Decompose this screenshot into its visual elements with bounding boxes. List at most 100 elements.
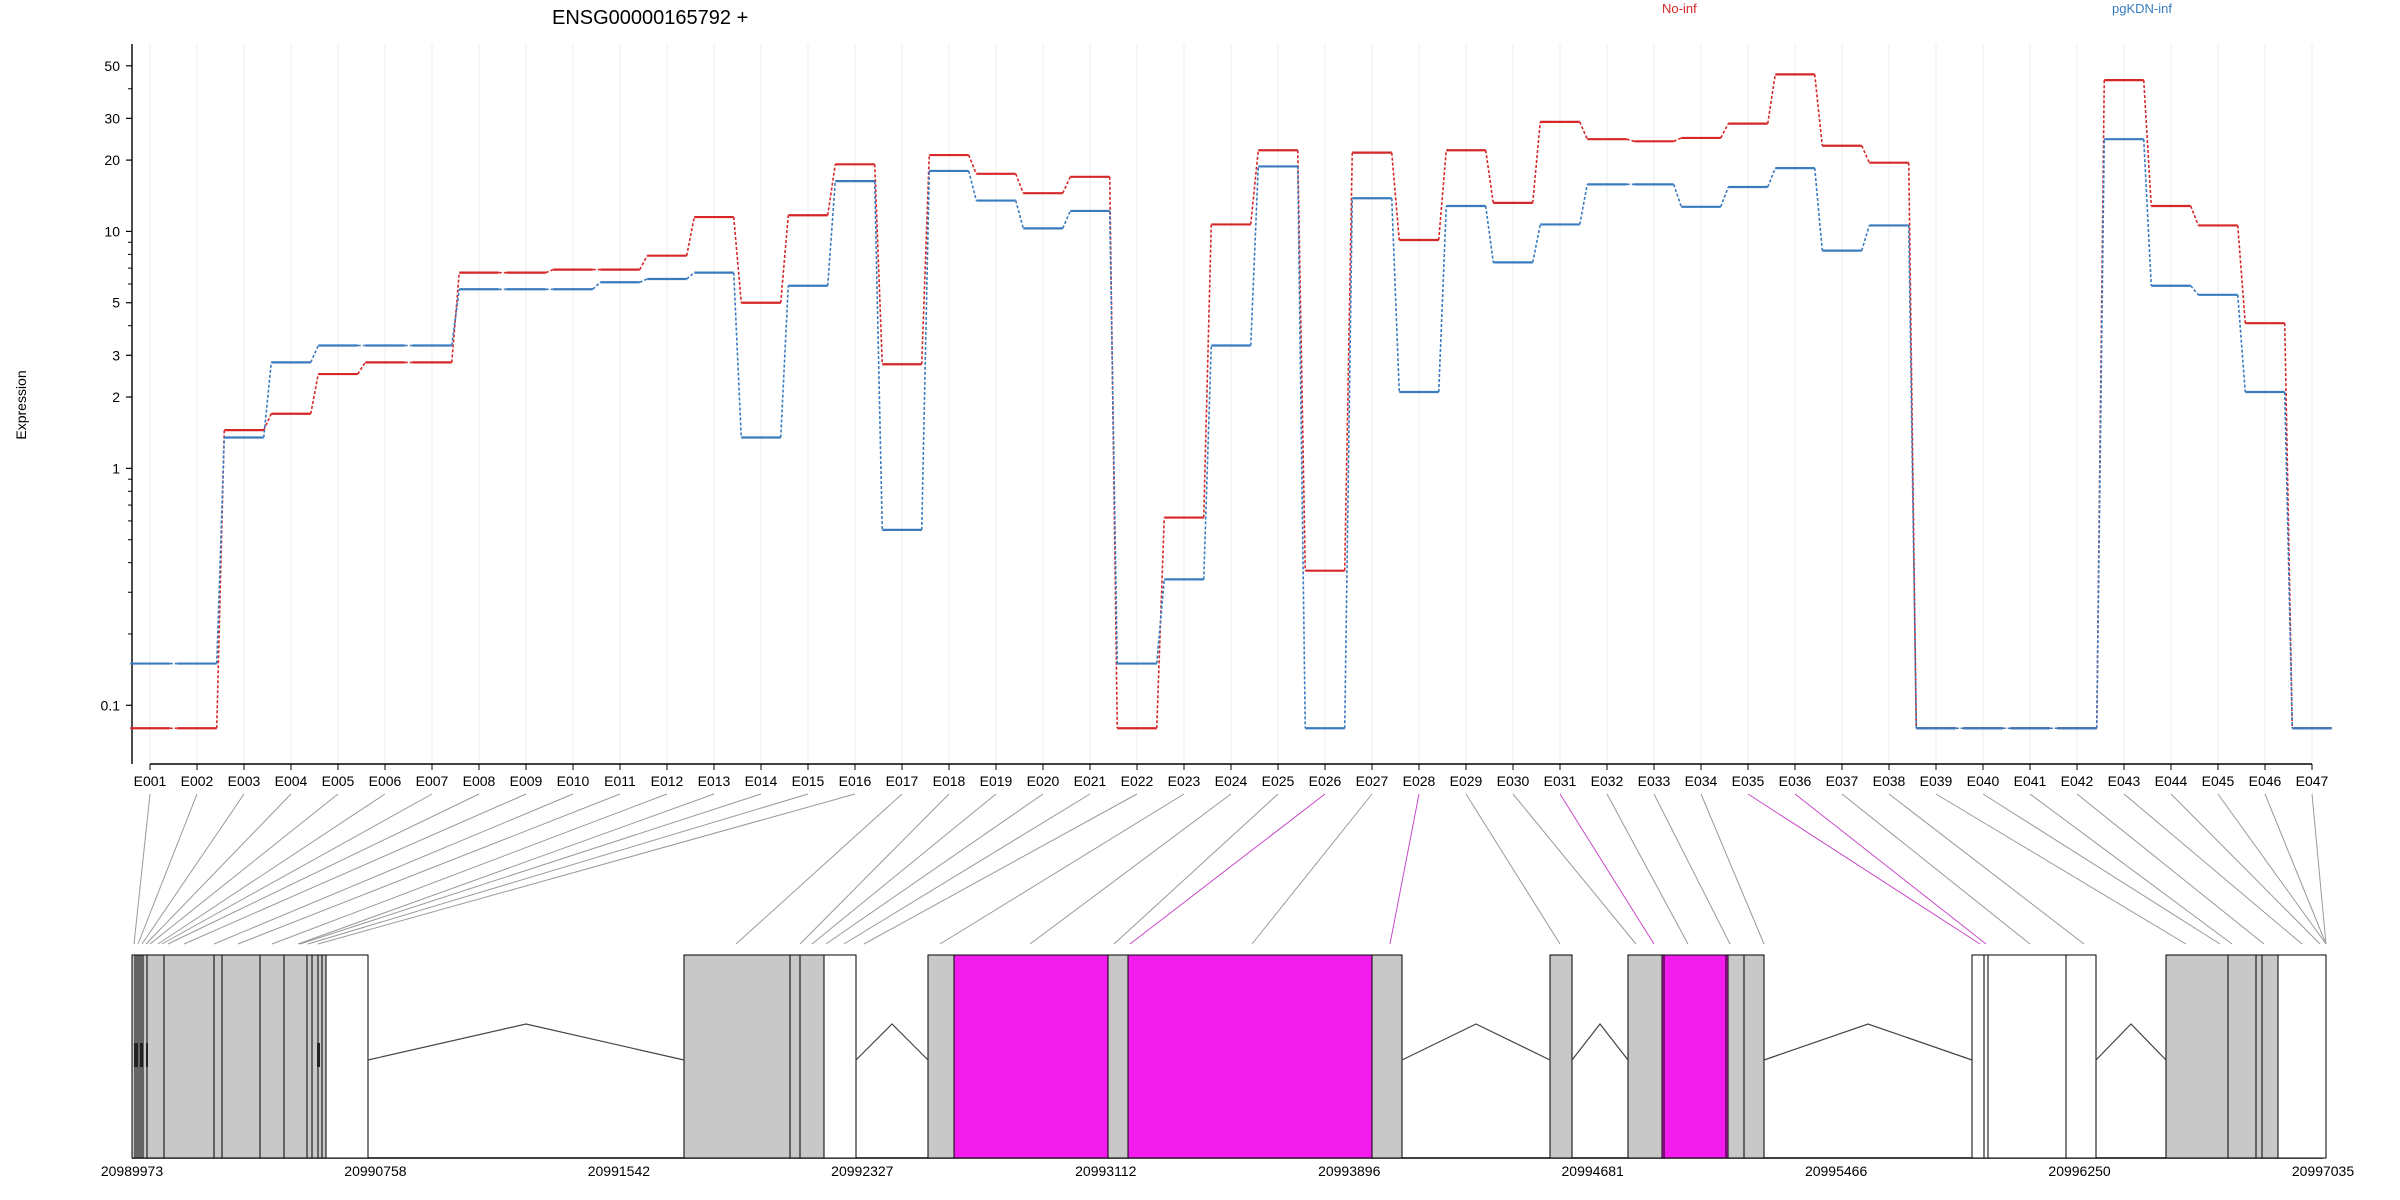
exon-fill — [131, 954, 327, 1159]
series-connector — [1484, 150, 1495, 203]
chart-title: ENSG00000165792 + — [552, 7, 748, 29]
intron-5 — [1763, 1023, 1973, 1061]
exon-fill — [927, 954, 955, 1159]
y-axis: 0.1 1 2 3 5 10 20 30 50 — [101, 44, 133, 764]
connector-E013 — [297, 793, 715, 945]
connector-E001 — [133, 793, 151, 945]
x-tick-label-E017: E017 — [886, 773, 919, 789]
series-connector — [1578, 184, 1589, 225]
connector-E032 — [1606, 793, 1689, 945]
y-tick-label-2: 2 — [112, 389, 120, 405]
connector-E034 — [1700, 793, 1765, 945]
connector-E036 — [1794, 793, 1987, 945]
series-connector — [1249, 150, 1260, 225]
x-tick-label-E004: E004 — [275, 773, 308, 789]
series-connector — [639, 255, 648, 270]
y-tick-label-1: 1 — [112, 460, 120, 476]
connector-E033 — [1653, 793, 1731, 945]
series-connector — [1014, 173, 1025, 194]
series-connector — [215, 430, 226, 729]
series-connector — [732, 272, 743, 438]
connector-E027 — [1251, 793, 1373, 945]
series-connector — [1673, 137, 1682, 143]
connector-E008 — [167, 793, 480, 945]
exon-fill — [1727, 954, 1745, 1159]
series-connector — [1813, 74, 1824, 146]
series-layer — [130, 73, 2332, 730]
coord-label-20990758: 20990758 — [344, 1163, 407, 1179]
vertical-grid — [149, 44, 2313, 764]
exon-fill — [1743, 954, 1765, 1159]
series-connector — [545, 268, 554, 274]
series-connector — [1861, 145, 1870, 164]
connector-E030 — [1512, 793, 1637, 945]
connector-E040 — [1982, 793, 2221, 945]
legend-pgkdn-inf: pgKDN-inf — [2112, 1, 2172, 16]
coord-label-20995466: 20995466 — [1805, 1163, 1868, 1179]
x-tick-label-E022: E022 — [1121, 773, 1154, 789]
series-connector — [967, 170, 978, 201]
series-connector — [310, 345, 319, 363]
series-connector — [2095, 139, 2106, 729]
x-tick-label-E035: E035 — [1732, 773, 1765, 789]
series-connector — [2236, 225, 2247, 324]
series-connector — [1062, 210, 1071, 229]
coord-label-20993112: 20993112 — [1075, 1163, 1136, 1179]
y-tick-label-10: 10 — [104, 223, 120, 239]
connector-E016 — [317, 793, 856, 945]
x-tick-label-E024: E024 — [1215, 773, 1248, 789]
series-connector — [309, 373, 320, 414]
series-connector — [1626, 138, 1635, 143]
connector-E004 — [145, 793, 292, 945]
exon-fill — [683, 954, 825, 1159]
connector-E022 — [863, 793, 1138, 945]
connector-E039 — [1935, 793, 2187, 945]
exon-fill — [2165, 954, 2279, 1159]
x-tick-label-E028: E028 — [1403, 773, 1436, 789]
coord-label-20994681: 20994681 — [1562, 1163, 1625, 1179]
series-connector — [1579, 121, 1588, 140]
x-tick-label-E033: E033 — [1638, 773, 1671, 789]
x-tick-label-E040: E040 — [1967, 773, 2000, 789]
series-connector — [2142, 80, 2153, 207]
x-tick-label-E012: E012 — [651, 773, 684, 789]
genomic-coordinates: 20989973 20990758 20991542 20992327 20993112… — [101, 1163, 2355, 1179]
x-tick-label-E023: E023 — [1168, 773, 1201, 789]
x-tick-label-E041: E041 — [2014, 773, 2047, 789]
series-connector — [450, 289, 461, 346]
intron-4 — [1571, 1023, 1629, 1061]
x-tick-label-E007: E007 — [416, 773, 449, 789]
series-connector — [639, 278, 648, 284]
series-connector — [873, 181, 884, 530]
series-connector — [779, 215, 790, 303]
connector-E006 — [157, 793, 386, 945]
series-connector — [2189, 205, 2200, 226]
x-tick-label-E009: E009 — [510, 773, 543, 789]
exon-band — [134, 1043, 138, 1067]
x-tick-label-E021: E021 — [1074, 773, 1107, 789]
connector-E045 — [2217, 793, 2327, 945]
x-tick-label-E025: E025 — [1262, 773, 1295, 789]
series-connector — [1484, 205, 1495, 263]
intron-3 — [1401, 1023, 1551, 1061]
coord-label-20997035: 20997035 — [2292, 1163, 2355, 1179]
y-tick-label-3: 3 — [112, 347, 120, 363]
series-connector — [450, 272, 461, 363]
y-tick-label-50: 50 — [104, 58, 120, 74]
connector-E029 — [1465, 793, 1561, 945]
x-tick-label-E006: E006 — [369, 773, 402, 789]
x-tick-label-E013: E013 — [698, 773, 731, 789]
x-tick-label-E002: E002 — [181, 773, 214, 789]
exon-block-6 — [1971, 954, 2097, 1159]
connector-E002 — [137, 793, 198, 945]
series-connector — [1860, 225, 1871, 251]
coord-label-20993896: 20993896 — [1318, 1163, 1381, 1179]
x-tick-label-E003: E003 — [228, 773, 261, 789]
x-tick-label-E047: E047 — [2296, 773, 2329, 789]
x-tick-label-E020: E020 — [1027, 773, 1060, 789]
series-connector — [592, 281, 601, 290]
connector-E024 — [1029, 793, 1232, 945]
connector-E009 — [183, 793, 527, 945]
series-connector — [262, 362, 273, 438]
